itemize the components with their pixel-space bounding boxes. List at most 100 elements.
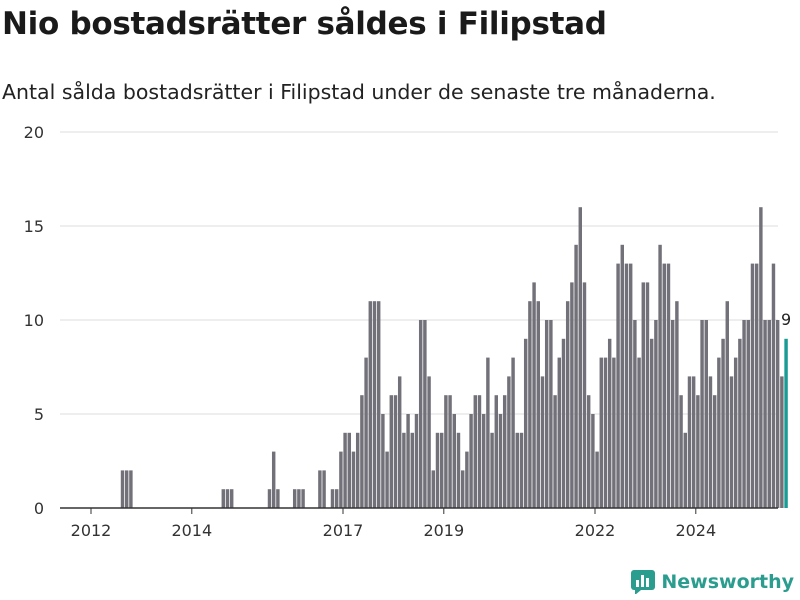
bar xyxy=(595,451,599,508)
bar xyxy=(733,357,738,508)
bar xyxy=(507,376,511,508)
bar xyxy=(645,282,650,508)
bar xyxy=(339,451,343,508)
bar xyxy=(528,301,532,508)
bar xyxy=(687,376,692,508)
bar xyxy=(397,376,402,508)
bar xyxy=(691,376,696,508)
bar xyxy=(612,357,616,508)
bar xyxy=(540,376,545,508)
bar xyxy=(515,432,519,508)
bar xyxy=(603,357,608,508)
bar xyxy=(637,357,641,508)
bar xyxy=(767,320,771,508)
bar xyxy=(549,320,553,508)
newsworthy-brand: Newsworthy xyxy=(631,570,794,594)
x-tick-label: 2024 xyxy=(675,521,716,540)
x-tick-label: 2017 xyxy=(323,521,364,540)
bar xyxy=(708,376,713,508)
bar xyxy=(473,395,477,508)
bar xyxy=(435,432,440,508)
bar xyxy=(746,320,750,508)
bar xyxy=(406,414,410,508)
bar xyxy=(570,282,574,508)
bar xyxy=(360,395,364,508)
bar xyxy=(276,489,280,508)
bar xyxy=(742,320,746,508)
bar xyxy=(578,207,582,508)
bar xyxy=(465,451,469,508)
bar xyxy=(297,489,301,508)
bar xyxy=(225,489,230,508)
bar xyxy=(683,432,687,508)
bar xyxy=(754,263,759,508)
x-tick-label: 2014 xyxy=(171,521,212,540)
bar xyxy=(712,395,717,508)
bar xyxy=(267,489,272,508)
bar xyxy=(460,470,465,508)
bar xyxy=(704,320,708,508)
bar xyxy=(536,301,540,508)
bar xyxy=(448,395,452,508)
newsworthy-logo-icon xyxy=(631,570,656,594)
bar xyxy=(557,357,561,508)
bar xyxy=(750,263,755,508)
bar xyxy=(599,357,603,508)
bar xyxy=(229,489,234,508)
y-tick-label: 0 xyxy=(34,499,44,518)
bar xyxy=(381,414,385,508)
bar xyxy=(423,320,427,508)
bar xyxy=(414,414,419,508)
bar xyxy=(271,451,276,508)
bar xyxy=(649,338,654,508)
bar xyxy=(120,470,125,508)
bar xyxy=(616,263,620,508)
bar xyxy=(759,207,763,508)
bar xyxy=(763,320,767,508)
bar xyxy=(717,357,721,508)
bar xyxy=(553,395,557,508)
bar xyxy=(544,320,549,508)
bar xyxy=(586,395,591,508)
bar xyxy=(729,376,734,508)
bars: 9 xyxy=(120,207,791,509)
bar xyxy=(477,395,482,508)
y-axis-labels: 0 5 10 15 20 xyxy=(24,123,44,518)
bar xyxy=(292,489,297,508)
brand-name: Newsworthy xyxy=(661,571,794,593)
bar xyxy=(582,282,587,508)
y-tick-label: 20 xyxy=(24,123,44,142)
bar xyxy=(368,301,373,508)
bar xyxy=(318,470,322,508)
bar xyxy=(393,395,398,508)
bar xyxy=(330,489,335,508)
bar xyxy=(771,263,776,508)
bar xyxy=(498,414,503,508)
bar xyxy=(628,263,633,508)
x-axis-labels: 2012 2014 2017 2019 2022 2024 xyxy=(71,508,716,540)
bar xyxy=(322,470,326,508)
bar xyxy=(418,320,423,508)
bar xyxy=(410,432,415,508)
bar xyxy=(721,338,725,508)
bar xyxy=(633,320,637,508)
bar xyxy=(574,244,578,509)
bar xyxy=(561,338,566,508)
bar xyxy=(670,320,675,508)
x-tick-label: 2022 xyxy=(575,521,616,540)
bar xyxy=(490,432,494,508)
bar xyxy=(738,338,742,508)
bar xyxy=(696,395,700,508)
y-tick-label: 15 xyxy=(24,217,44,236)
bar xyxy=(431,470,436,508)
bar xyxy=(301,489,305,508)
bar xyxy=(523,338,528,508)
bar xyxy=(221,489,226,508)
bar xyxy=(372,301,377,508)
latest-value-label: 9 xyxy=(781,310,791,329)
bar xyxy=(456,432,461,508)
bar-latest xyxy=(784,338,788,508)
bar xyxy=(494,395,498,508)
bar xyxy=(591,414,595,508)
